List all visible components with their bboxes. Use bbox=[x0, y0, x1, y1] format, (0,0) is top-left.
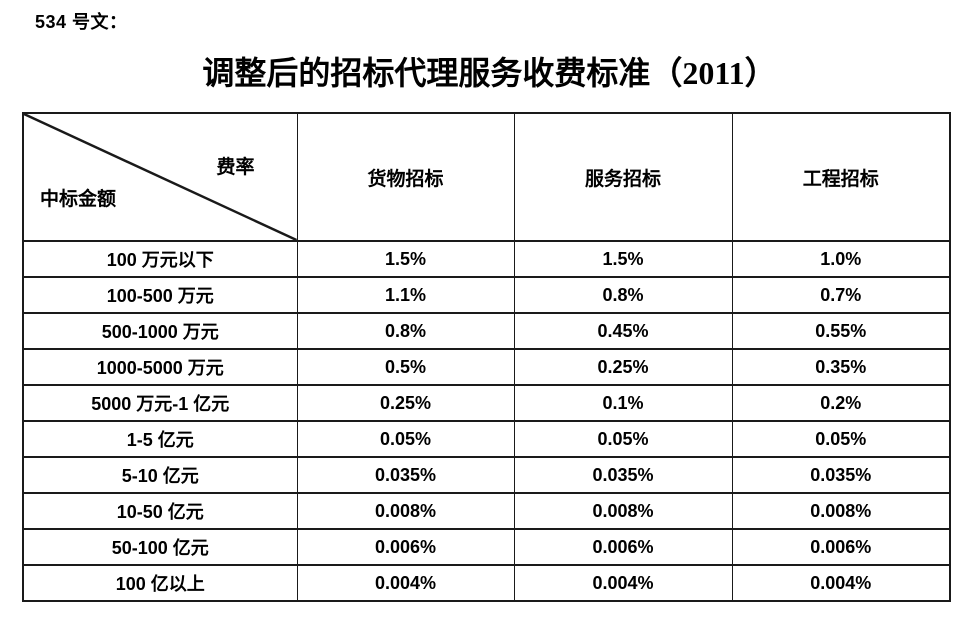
table-header-row: 费率 中标金额 货物招标 服务招标 工程招标 bbox=[22, 112, 951, 242]
row-amount-label: 50-100 亿元 bbox=[22, 528, 298, 566]
fee-standard-table: 费率 中标金额 货物招标 服务招标 工程招标 100 万元以下 1.5% 1.5% 1… bbox=[22, 112, 951, 602]
rate-value: 0.45% bbox=[513, 312, 733, 350]
rate-value: 1.5% bbox=[296, 240, 515, 278]
column-header-service-bidding: 服务招标 bbox=[513, 112, 733, 242]
rate-value: 0.1% bbox=[513, 384, 733, 422]
table-row: 5-10 亿元 0.035% 0.035% 0.035% bbox=[22, 456, 951, 494]
rate-value: 0.035% bbox=[513, 456, 733, 494]
row-amount-label: 100 万元以下 bbox=[22, 240, 298, 278]
rate-value: 0.004% bbox=[296, 564, 515, 602]
rate-value: 0.8% bbox=[513, 276, 733, 314]
rate-value: 0.006% bbox=[731, 528, 951, 566]
table-row: 1000-5000 万元 0.5% 0.25% 0.35% bbox=[22, 348, 951, 386]
row-amount-label: 5000 万元-1 亿元 bbox=[22, 384, 298, 422]
column-header-goods-bidding: 货物招标 bbox=[296, 112, 515, 242]
rate-value: 0.05% bbox=[731, 420, 951, 458]
rate-value: 0.5% bbox=[296, 348, 515, 386]
row-amount-label: 100-500 万元 bbox=[22, 276, 298, 314]
rate-value: 0.035% bbox=[296, 456, 515, 494]
fee-table-body: 100 万元以下 1.5% 1.5% 1.0% 100-500 万元 1.1% 0.8% 0.… bbox=[22, 240, 951, 602]
rate-value: 0.55% bbox=[731, 312, 951, 350]
row-amount-label: 5-10 亿元 bbox=[22, 456, 298, 494]
row-amount-label: 500-1000 万元 bbox=[22, 312, 298, 350]
table-row: 1-5 亿元 0.05% 0.05% 0.05% bbox=[22, 420, 951, 458]
row-amount-label: 10-50 亿元 bbox=[22, 492, 298, 530]
rate-value: 0.8% bbox=[296, 312, 515, 350]
rate-value: 1.5% bbox=[513, 240, 733, 278]
rate-value: 0.006% bbox=[296, 528, 515, 566]
rate-value: 0.25% bbox=[296, 384, 515, 422]
table-row: 100 亿以上 0.004% 0.004% 0.004% bbox=[22, 564, 951, 602]
rate-value: 0.05% bbox=[513, 420, 733, 458]
corner-bid-amount-label: 中标金额 bbox=[40, 189, 117, 210]
rate-value: 0.008% bbox=[731, 492, 951, 530]
page-title: 调整后的招标代理服务收费标准（2011） bbox=[202, 55, 777, 91]
table-row: 5000 万元-1 亿元 0.25% 0.1% 0.2% bbox=[22, 384, 951, 422]
rate-value: 1.0% bbox=[731, 240, 951, 278]
rate-value: 0.004% bbox=[513, 564, 733, 602]
table-row: 100-500 万元 1.1% 0.8% 0.7% bbox=[22, 276, 951, 314]
rate-value: 1.1% bbox=[296, 276, 515, 314]
diagonal-divider-line bbox=[24, 115, 296, 239]
corner-cell: 费率 中标金额 bbox=[22, 112, 298, 242]
rate-value: 0.008% bbox=[296, 492, 515, 530]
rate-value: 0.008% bbox=[513, 492, 733, 530]
row-amount-label: 1000-5000 万元 bbox=[22, 348, 298, 386]
column-header-engineering-bidding: 工程招标 bbox=[731, 112, 951, 242]
table-row: 500-1000 万元 0.8% 0.45% 0.55% bbox=[22, 312, 951, 350]
rate-value: 0.25% bbox=[513, 348, 733, 386]
rate-value: 0.035% bbox=[731, 456, 951, 494]
row-amount-label: 1-5 亿元 bbox=[22, 420, 298, 458]
rate-value: 0.7% bbox=[731, 276, 951, 314]
table-row: 100 万元以下 1.5% 1.5% 1.0% bbox=[22, 240, 951, 278]
rate-value: 0.05% bbox=[296, 420, 515, 458]
rate-value: 0.2% bbox=[731, 384, 951, 422]
rate-value: 0.006% bbox=[513, 528, 733, 566]
table-row: 50-100 亿元 0.006% 0.006% 0.006% bbox=[22, 528, 951, 566]
corner-fee-rate-label: 费率 bbox=[216, 157, 255, 178]
row-amount-label: 100 亿以上 bbox=[22, 564, 298, 602]
rate-value: 0.004% bbox=[731, 564, 951, 602]
doc-number-label: 534 号文： bbox=[35, 12, 128, 32]
table-row: 10-50 亿元 0.008% 0.008% 0.008% bbox=[22, 492, 951, 530]
rate-value: 0.35% bbox=[731, 348, 951, 386]
